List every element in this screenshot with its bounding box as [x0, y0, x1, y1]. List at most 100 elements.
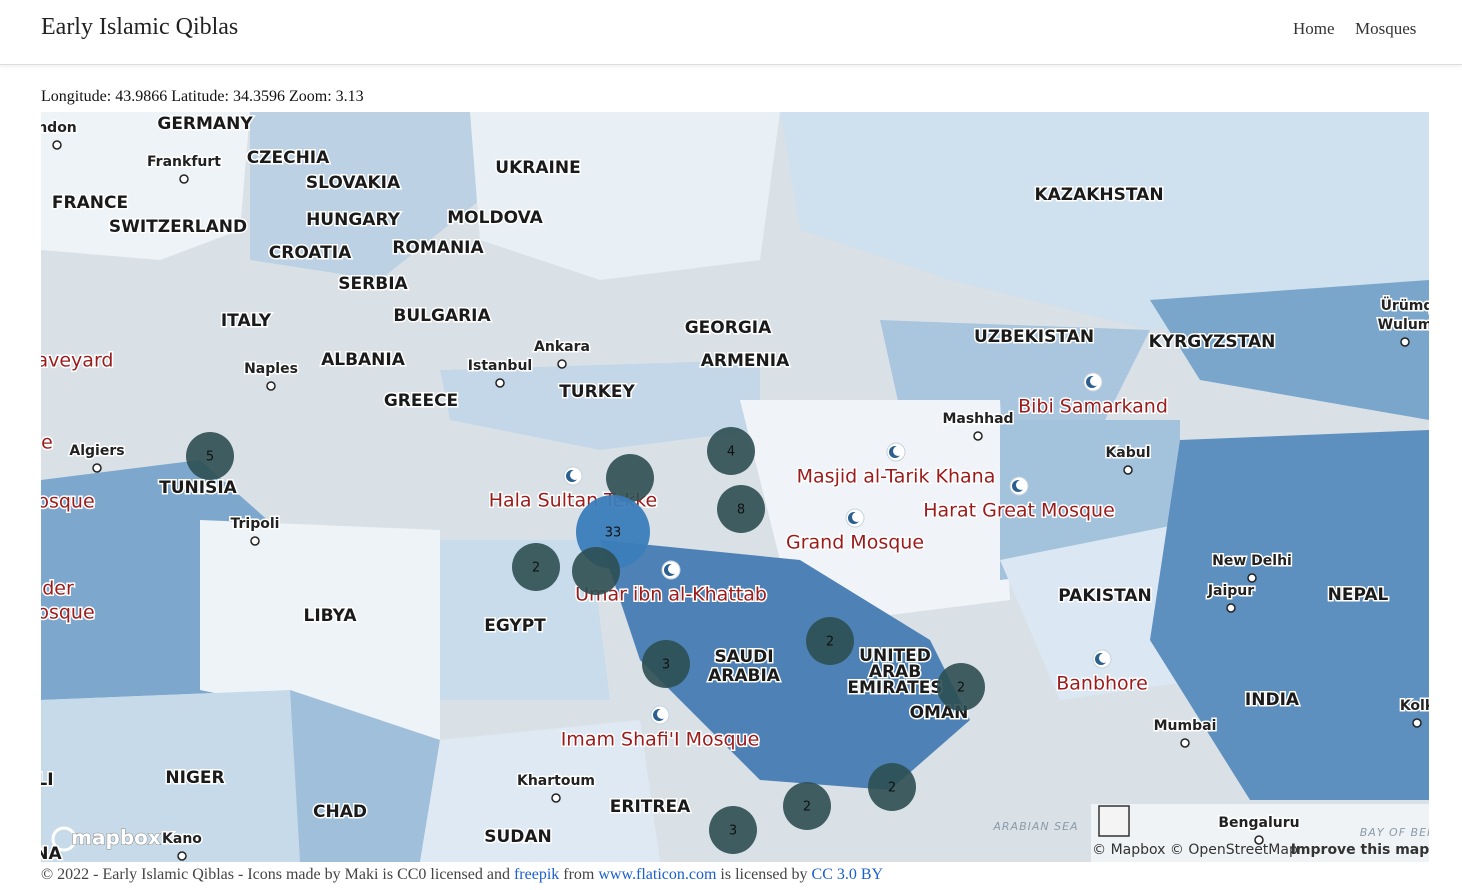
city-label: Khartoum — [517, 773, 595, 789]
footer-text: © 2022 - Early Islamic Qiblas - Icons ma… — [41, 866, 514, 883]
mosque-label[interactable]: e — [41, 430, 54, 455]
mosque-icon[interactable] — [1099, 653, 1109, 663]
cluster-count[interactable]: 3 — [729, 824, 737, 839]
city-marker — [1400, 337, 1410, 347]
cluster[interactable] — [937, 663, 985, 711]
city-marker — [1254, 835, 1264, 845]
footer-text: from — [559, 866, 599, 883]
country-label: UKRAINE — [495, 158, 580, 178]
country-label: EMIRATES — [847, 678, 942, 698]
mosque-label[interactable]: der — [41, 576, 75, 601]
mosque-icon[interactable] — [1016, 480, 1026, 490]
mosque-label[interactable]: Banbhore — [1055, 671, 1150, 696]
cluster-count[interactable]: 8 — [737, 503, 745, 518]
mosque-label[interactable]: Imam Shafi'I Mosque — [559, 727, 761, 752]
cluster[interactable] — [642, 640, 690, 688]
mosque-label[interactable]: Masjid al-Tarik Khana — [795, 464, 997, 489]
cluster[interactable] — [868, 763, 916, 811]
country-label: KYRGYZSTAN — [1149, 332, 1276, 352]
cluster-count[interactable]: 2 — [888, 781, 896, 796]
country-label: TURKEY — [559, 382, 635, 402]
map[interactable]: GERMANY CZECHIA SLOVAKIA UKRAINE FRANCE SWITZ… — [41, 112, 1429, 862]
country-label: NA — [41, 844, 63, 862]
cluster-count[interactable]: 2 — [803, 800, 811, 815]
nav-link[interactable]: Home — [1293, 19, 1335, 38]
country-label: NIGER — [165, 768, 224, 788]
country-label: INDIA — [1245, 690, 1300, 710]
footer-link[interactable]: CC 3.0 BY — [811, 866, 884, 883]
city-marker — [557, 359, 567, 369]
cluster[interactable] — [806, 617, 854, 665]
city-label: Naples — [244, 361, 298, 377]
city-marker — [551, 793, 561, 803]
cluster[interactable] — [606, 454, 654, 502]
city-label: Kabul — [1105, 445, 1150, 461]
footer-text: is licensed by — [716, 866, 812, 883]
country-label: PAKISTAN — [1058, 586, 1151, 606]
navbar: Early Islamic Qiblas Home Mosques — [0, 0, 1462, 65]
country-label: EGYPT — [484, 616, 546, 636]
country-label: GREECE — [384, 391, 458, 411]
cluster[interactable] — [572, 547, 620, 595]
mosque-label[interactable]: Bibi Samarkand — [1017, 394, 1170, 419]
mosque-label[interactable]: osque — [41, 489, 96, 514]
country-label: ERITREA — [610, 797, 691, 817]
cluster-count[interactable]: 4 — [727, 445, 735, 460]
cluster[interactable] — [783, 782, 831, 830]
cluster-count[interactable]: 2 — [957, 681, 965, 696]
mosque-label[interactable]: Harat Great Mosque — [922, 498, 1117, 523]
cluster[interactable] — [512, 543, 560, 591]
site-title[interactable]: Early Islamic Qiblas — [41, 14, 239, 40]
mapbox-logo: mapbox — [71, 826, 161, 850]
country-label: NEPAL — [1328, 585, 1389, 605]
country-label: LI — [41, 770, 54, 790]
city-marker — [1247, 573, 1257, 583]
cluster-count[interactable]: 2 — [826, 635, 834, 650]
mosque-icon[interactable] — [893, 446, 903, 456]
country-label: SERBIA — [338, 274, 408, 294]
country-label: SLOVAKIA — [306, 173, 401, 193]
country-label: CROATIA — [269, 243, 352, 263]
footer-link[interactable]: www.flaticon.com — [598, 866, 717, 883]
city-marker — [266, 381, 276, 391]
cluster-count[interactable]: 33 — [605, 526, 622, 541]
mosque-icon[interactable] — [657, 709, 667, 719]
country-label: ROMANIA — [392, 238, 484, 258]
city-marker — [250, 536, 260, 546]
cluster[interactable] — [709, 806, 757, 854]
footer-link[interactable]: freepik — [513, 866, 560, 883]
cluster-count[interactable]: 3 — [662, 658, 670, 673]
nav-link[interactable]: Mosques — [1355, 19, 1417, 38]
improve-link[interactable]: Improve this map — [1291, 842, 1429, 858]
mosque-icon[interactable] — [668, 564, 678, 574]
city-marker — [1402, 318, 1412, 328]
mosque-label[interactable]: Grand Mosque — [784, 530, 925, 555]
country-label: GERMANY — [157, 114, 253, 134]
country-label: ARMENIA — [701, 351, 790, 371]
country-label: KAZAKHSTAN — [1034, 185, 1163, 205]
city-label: New Delhi — [1212, 553, 1292, 569]
country-label: MOLDOVA — [447, 208, 543, 228]
mosque-label[interactable]: aveyard — [41, 348, 115, 373]
mosque-icon[interactable] — [852, 512, 862, 522]
city-label: Mashhad — [942, 411, 1013, 427]
cluster[interactable] — [717, 485, 765, 533]
country-label: CZECHIA — [247, 148, 330, 168]
country-label: UNITED — [859, 646, 931, 666]
cluster[interactable] — [186, 432, 234, 480]
cluster-count[interactable]: 2 — [532, 561, 540, 576]
city-marker — [52, 140, 62, 150]
mosque-icon[interactable] — [1090, 376, 1100, 386]
city-marker — [495, 378, 505, 388]
mosque-label[interactable]: osque — [41, 600, 96, 625]
mosque-icon[interactable] — [570, 470, 580, 480]
city-label: Bengaluru — [1218, 815, 1299, 831]
city-label: Frankfurt — [147, 154, 221, 170]
cluster-count[interactable]: 5 — [206, 450, 214, 465]
city-marker — [1226, 603, 1236, 613]
cluster[interactable] — [707, 427, 755, 475]
country-label: LIBYA — [303, 606, 357, 626]
country-label: FRANCE — [52, 193, 128, 213]
country-label: ARAB — [869, 662, 921, 682]
